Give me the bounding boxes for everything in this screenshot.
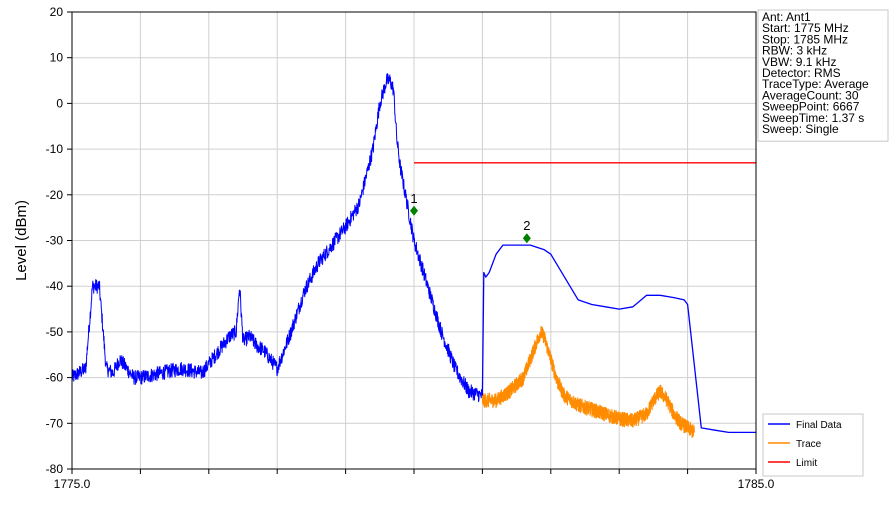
info-line: TraceType: Average bbox=[762, 77, 869, 91]
marker-1 bbox=[410, 205, 418, 216]
info-line: Sweep: Single bbox=[762, 122, 839, 136]
y-tick-label: -20 bbox=[46, 188, 64, 202]
y-tick-label: 0 bbox=[56, 96, 63, 110]
info-line: SweepTime: 1.37 s bbox=[762, 111, 864, 125]
trace-layer bbox=[71, 73, 756, 438]
legend: Final Data Trace Limit bbox=[762, 413, 864, 477]
x-tick-label: 1785.0 bbox=[738, 477, 775, 491]
y-tick-label: -70 bbox=[46, 416, 64, 430]
y-tick-label: -40 bbox=[46, 279, 64, 293]
info-line: Stop: 1785 MHz bbox=[762, 32, 848, 46]
series-line-trace bbox=[481, 325, 695, 438]
y-tick-label: -80 bbox=[46, 462, 64, 476]
info-box-frame bbox=[757, 9, 889, 142]
legend-label: Final Data bbox=[796, 420, 842, 431]
y-tick-label: -30 bbox=[46, 234, 64, 248]
marker-label-2: 2 bbox=[523, 218, 530, 233]
series-line-final-data bbox=[71, 73, 483, 403]
y-tick-label: -60 bbox=[46, 371, 64, 385]
series-line-final-data bbox=[481, 244, 756, 434]
info-line: Detector: RMS bbox=[762, 66, 841, 80]
info-line: AverageCount: 30 bbox=[762, 88, 859, 102]
y-tick-label: -10 bbox=[46, 142, 64, 156]
axes: 1775.0 1785.0 20 10 0 -10 -20 -30 -40 -50 -60 -70 -8… bbox=[46, 5, 775, 491]
y-tick-label: -50 bbox=[46, 325, 64, 339]
y-tick-label: 20 bbox=[50, 5, 64, 19]
info-line: SweepPoint: 6667 bbox=[762, 100, 860, 114]
marker-layer: 12 bbox=[410, 191, 531, 244]
info-line: Ant: Ant1 bbox=[762, 10, 811, 24]
marker-2 bbox=[522, 233, 531, 244]
legend-label: Trace bbox=[796, 439, 822, 450]
info-line: Start: 1775 MHz bbox=[762, 21, 849, 35]
legend-label: Limit bbox=[796, 458, 817, 469]
y-axis-label: Level (dBm) bbox=[13, 200, 30, 281]
info-line: RBW: 3 kHz bbox=[762, 44, 827, 58]
y-tick-label: 10 bbox=[50, 51, 64, 65]
marker-label-1: 1 bbox=[410, 191, 417, 206]
x-tick-label: 1775.0 bbox=[54, 477, 91, 491]
info-line: VBW: 9.1 kHz bbox=[762, 55, 836, 69]
